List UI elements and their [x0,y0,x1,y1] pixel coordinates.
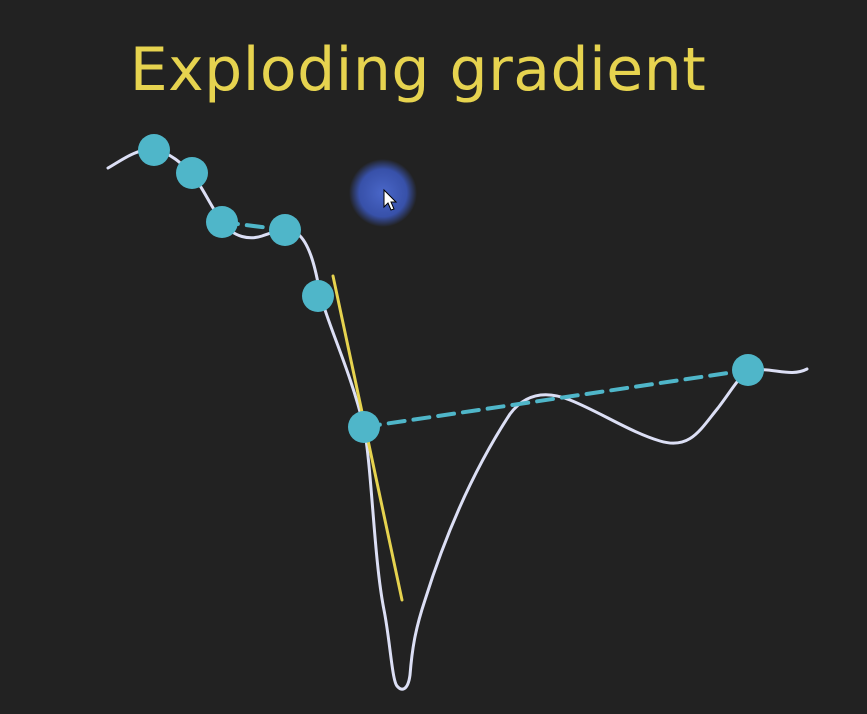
step-point [269,214,301,246]
step-points [138,134,764,443]
step-point [732,354,764,386]
mouse-pointer-icon [383,188,398,211]
step-point [302,280,334,312]
step-point [348,411,380,443]
step-point [176,157,208,189]
cursor-highlight [349,159,417,227]
slide-title: Exploding gradient [129,35,707,105]
step-line-explode [362,368,750,429]
step-point [138,134,170,166]
step-point [206,206,238,238]
